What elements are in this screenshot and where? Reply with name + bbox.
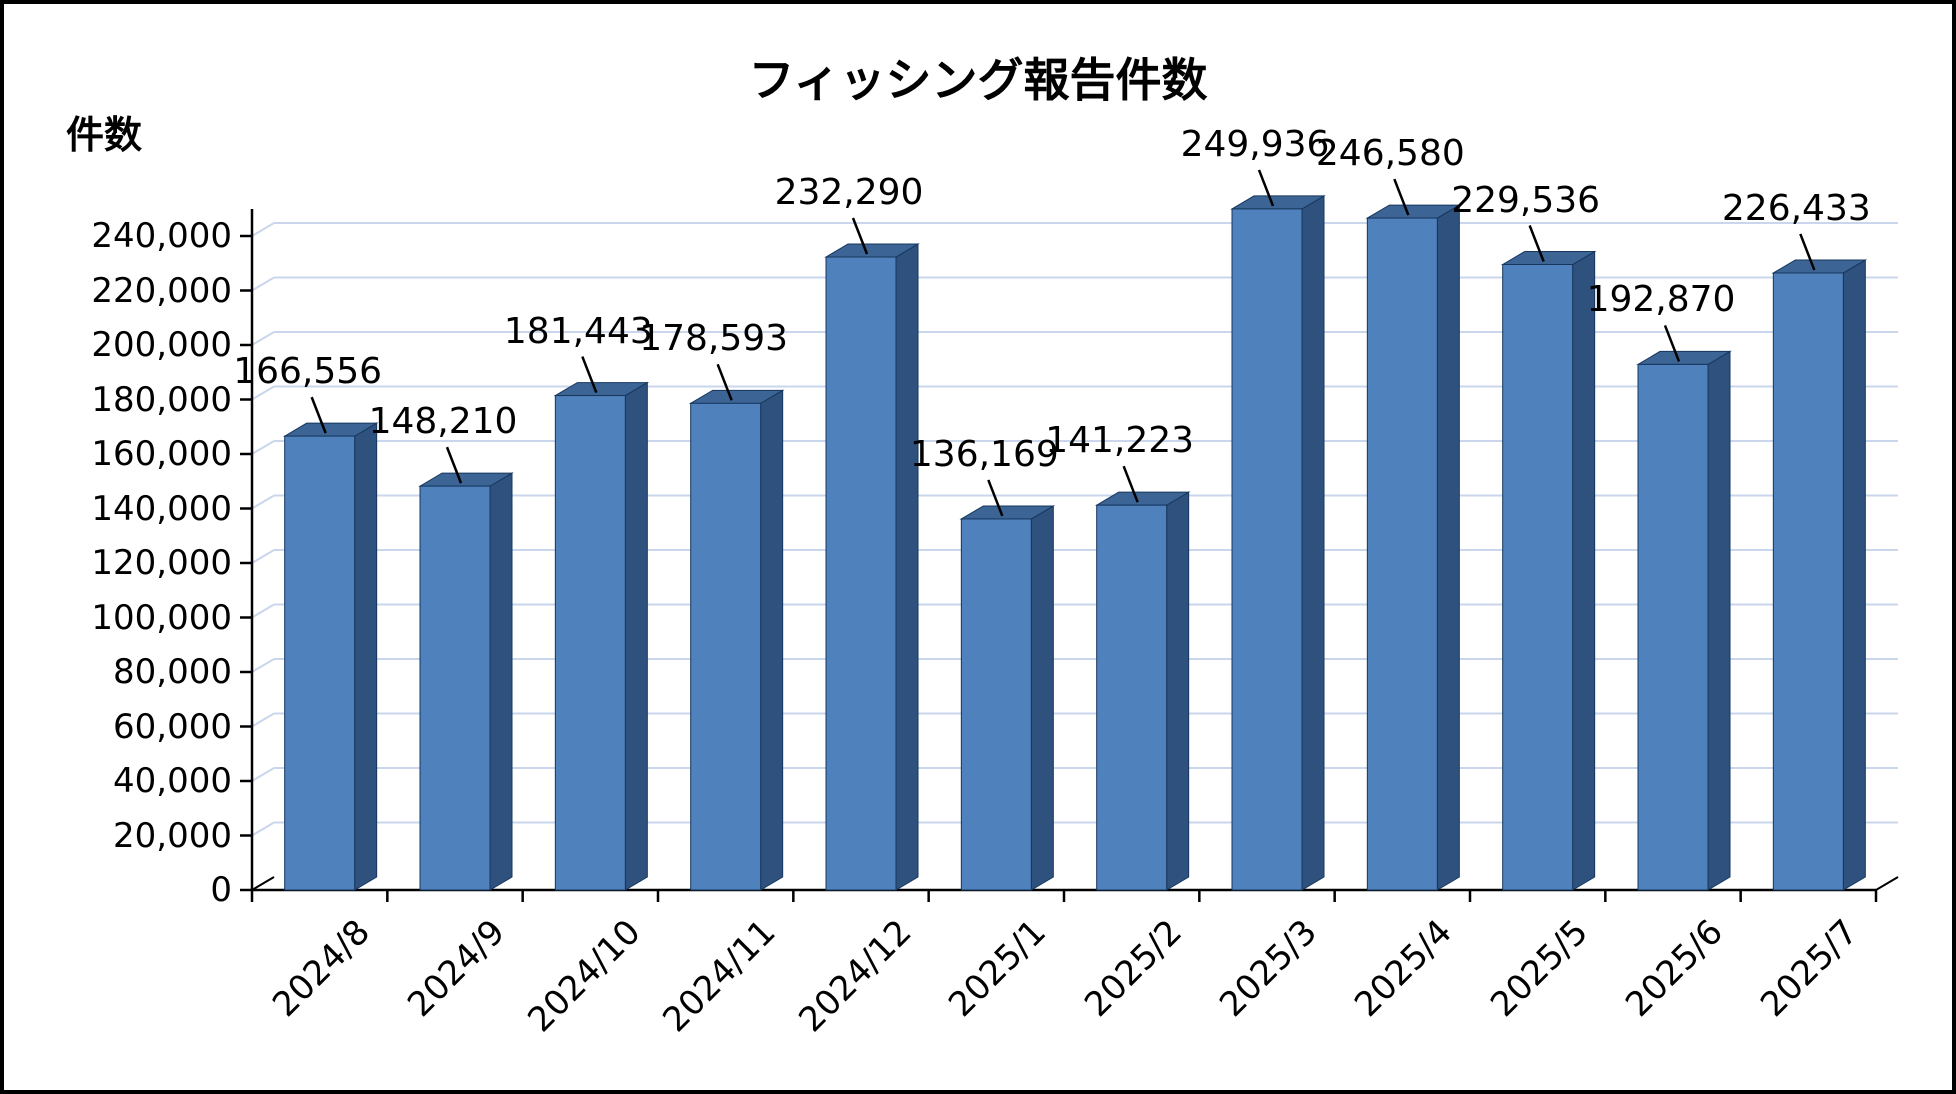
bar-chart: 166,556 148,210 181,443 178,593 232,290 136,1… [4,4,1952,1090]
bar-2025/2 [1096,504,1168,891]
chart-title: フィッシング報告件数 [748,53,1208,107]
chart-line [1799,233,1816,271]
bar-side-face [1707,350,1731,891]
value-label-2025/6: 192,870 [1586,279,1736,321]
y-tick-label: 60,000 [113,706,232,747]
bar-side-face [760,389,784,891]
chart-line [251,385,275,401]
y-tick-label: 160,000 [91,434,232,474]
y-tick-label: 120,000 [91,543,232,583]
value-label-2024/11: 178,593 [639,318,789,360]
y-tick-label: 180,000 [91,379,232,420]
bar-side-face [624,381,648,891]
chart-line [581,356,598,394]
chart-line [445,446,463,484]
value-label-2025/2: 141,223 [1045,420,1195,462]
chart-line [1257,169,1275,207]
value-label-2024/8: 166,556 [233,351,383,393]
bar-2024/10 [554,395,626,891]
bar-2024/9 [419,485,491,891]
bar-side-face [1166,491,1190,891]
y-tick-label: 100,000 [91,597,232,638]
y-tick-label: 140,000 [91,488,232,529]
chart-line [251,222,275,237]
bar-2025/7 [1772,272,1844,891]
chart-line [251,549,275,564]
bar-2024/8 [284,435,356,891]
chart-line [987,479,1004,517]
y-tick-label: 0 [210,870,232,910]
chart-line [251,712,275,728]
chart-line [1122,465,1139,503]
chart-line [716,363,733,401]
chart-line [851,217,869,255]
y-axis-title: 件数 [66,113,143,157]
chart-line [251,440,275,455]
bar-side-face [1436,204,1460,891]
chart-canvas [240,169,1899,902]
value-label-2024/12: 232,290 [774,172,924,213]
bar-side-face [354,422,378,891]
value-label-2025/4: 246,580 [1315,133,1465,175]
chart-line [251,821,275,837]
chart-line [251,276,275,292]
bar-2025/5 [1502,264,1574,891]
bar-2024/12 [825,256,897,891]
bar-2024/11 [690,402,762,891]
chart-line [251,494,275,510]
chart-line [251,658,275,673]
value-label-2024/9: 148,210 [368,401,518,443]
y-tick-label: 200,000 [91,325,232,365]
bar-side-face [489,472,513,891]
chart-line [251,767,275,782]
value-label-2025/1: 136,169 [909,433,1059,475]
bar-side-face [1842,259,1866,891]
value-label-2024/10: 181,443 [503,310,653,352]
y-tick-label: 80,000 [113,652,232,692]
bar-2025/1 [960,518,1032,891]
value-label-2025/5: 229,536 [1451,179,1601,221]
chart-line [1663,324,1681,362]
y-tick-label: 20,000 [113,815,232,856]
chart-line [251,876,275,891]
y-tick-label: 220,000 [91,270,232,311]
bar-2025/3 [1231,208,1303,891]
chart-line [1393,178,1410,216]
bar-2025/6 [1637,363,1709,891]
bar-side-face [1301,195,1325,891]
value-label-2025/7: 226,433 [1721,187,1871,229]
bar-2025/4 [1366,217,1438,891]
bar-side-face [1030,505,1054,891]
chart-line [1528,225,1545,262]
chart-line [310,396,327,434]
y-tick-label: 240,000 [91,216,232,256]
chart-line [251,603,275,619]
chart-line [251,331,275,346]
bar-side-face [895,243,919,891]
y-tick-label: 40,000 [113,761,232,801]
value-label-2025/3: 249,936 [1180,123,1330,165]
chart-line [1875,876,1899,891]
bar-side-face [1572,250,1596,891]
